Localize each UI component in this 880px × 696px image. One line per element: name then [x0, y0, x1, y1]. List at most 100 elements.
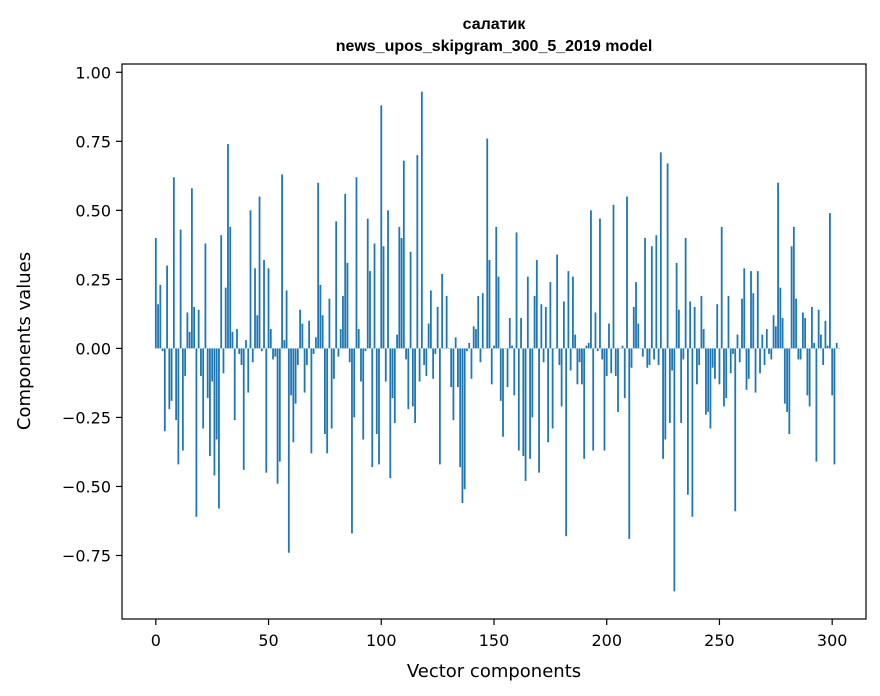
bar-162: [520, 318, 522, 349]
x-tick-label-300: 300: [817, 631, 848, 650]
bar-256: [732, 348, 734, 354]
bar-48: [263, 260, 265, 349]
bar-279: [783, 348, 786, 404]
bar-295: [820, 334, 822, 349]
bar-112: [407, 348, 410, 410]
x-tick-label-100: 100: [366, 631, 397, 650]
bar-234: [682, 348, 685, 360]
bar-27: [215, 348, 218, 440]
bar-22: [204, 243, 207, 349]
bar-36: [236, 329, 238, 349]
bar-257: [734, 348, 737, 512]
bar-262: [745, 348, 748, 390]
bar-255: [729, 348, 732, 374]
bar-292: [813, 342, 816, 349]
bar-43: [251, 348, 254, 363]
bar-216: [641, 348, 644, 357]
bar-88: [353, 348, 356, 418]
bar-160: [515, 232, 518, 349]
bar-0: [154, 237, 157, 349]
bar-201: [608, 323, 610, 349]
x-axis-label: Vector components: [407, 661, 581, 682]
x-tick-label-150: 150: [479, 631, 510, 650]
bar-106: [393, 348, 396, 423]
y-tick-label-2: −0.25: [62, 408, 111, 427]
bar-249: [716, 304, 719, 349]
bar-140: [470, 348, 473, 379]
bar-186: [574, 334, 577, 349]
bar-195: [594, 312, 597, 349]
bar-77: [328, 298, 331, 349]
bar-115: [414, 348, 416, 423]
bar-154: [502, 348, 504, 437]
bar-74: [321, 315, 324, 349]
bar-72: [317, 182, 320, 349]
bar-178: [556, 254, 559, 349]
bar-202: [610, 348, 613, 374]
bar-32: [227, 144, 229, 349]
bar-290: [808, 348, 811, 407]
bar-235: [684, 237, 687, 349]
bar-65: [301, 323, 304, 349]
bar-277: [779, 287, 782, 349]
y-tick-label-3: 0.00: [75, 339, 111, 358]
bar-131: [450, 348, 453, 388]
bar-127: [441, 273, 444, 349]
bar-260: [741, 298, 743, 349]
bar-284: [795, 298, 798, 349]
bar-286: [799, 348, 802, 360]
bar-196: [596, 348, 599, 352]
bar-54: [276, 348, 279, 484]
bar-237: [689, 301, 692, 349]
bar-150: [493, 345, 495, 349]
bar-21: [202, 348, 205, 429]
bar-60: [290, 348, 292, 396]
bar-148: [488, 260, 491, 349]
bar-144: [479, 348, 482, 363]
bar-164: [524, 348, 527, 481]
bar-78: [330, 348, 333, 429]
bar-299: [829, 213, 831, 349]
bar-172: [542, 348, 545, 363]
bar-110: [402, 160, 405, 349]
y-tick-label-5: 0.50: [75, 201, 111, 220]
bar-263: [747, 348, 750, 379]
bar-68: [308, 320, 311, 349]
bar-132: [452, 348, 455, 421]
bar-280: [786, 348, 788, 412]
bar-205: [617, 348, 619, 412]
bar-86: [348, 348, 351, 363]
bar-85: [346, 262, 349, 349]
bar-282: [790, 246, 793, 349]
y-axis-label: Components values: [14, 252, 35, 430]
bar-226: [664, 348, 667, 440]
bar-89: [355, 177, 358, 349]
bar-109: [400, 237, 403, 349]
bar-207: [621, 345, 624, 349]
bar-149: [490, 348, 493, 385]
bar-14: [186, 312, 189, 349]
bar-289: [806, 348, 809, 396]
bar-80: [335, 221, 338, 349]
bar-281: [788, 348, 791, 434]
bar-28: [218, 348, 220, 509]
bar-261: [743, 268, 746, 349]
bar-198: [601, 348, 604, 360]
bar-147: [486, 138, 489, 349]
bar-208: [623, 348, 626, 399]
bar-12: [181, 348, 184, 451]
bar-176: [551, 348, 554, 429]
bar-120: [425, 348, 428, 377]
bar-224: [659, 152, 662, 349]
y-tick-label-1: −0.50: [62, 477, 111, 496]
bar-107: [396, 334, 398, 349]
bar-126: [438, 348, 441, 465]
bar-219: [648, 348, 651, 365]
bar-6: [168, 348, 171, 410]
bar-75: [324, 348, 326, 434]
bar-58: [285, 290, 288, 349]
bar-79: [333, 348, 335, 379]
bar-212: [632, 306, 635, 349]
bar-87: [351, 348, 353, 534]
